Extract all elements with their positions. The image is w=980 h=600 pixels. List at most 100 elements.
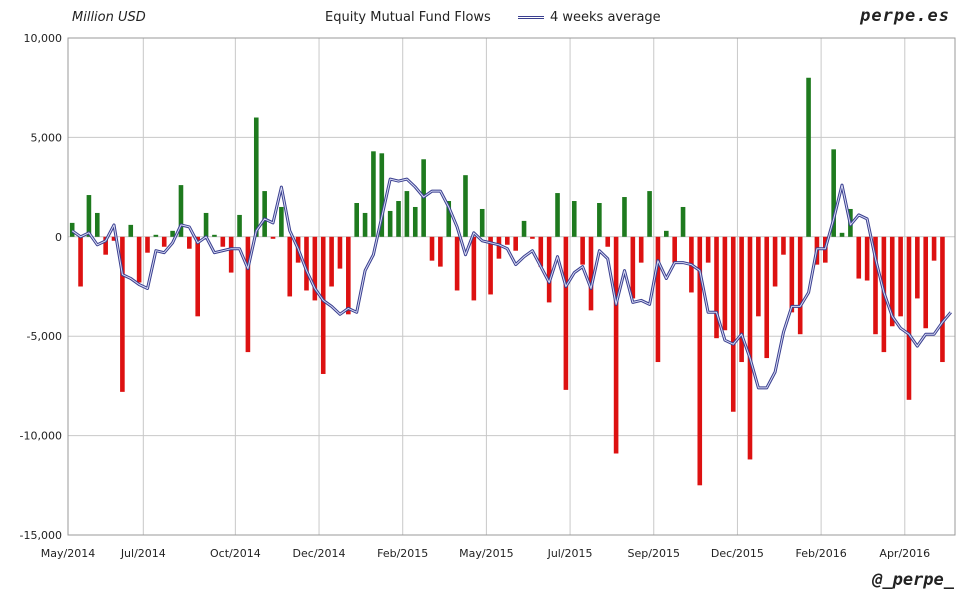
plot-frame xyxy=(67,37,956,536)
x-tick-label: Oct/2014 xyxy=(210,547,261,560)
flow-bar xyxy=(898,236,903,317)
flow-bar xyxy=(454,236,460,291)
flow-bar xyxy=(530,236,535,239)
flow-bar xyxy=(287,236,293,297)
flow-bar xyxy=(638,236,644,263)
flow-bar xyxy=(580,236,585,265)
flow-bar xyxy=(672,236,677,263)
flow-bar xyxy=(203,212,209,237)
flow-bar xyxy=(463,175,468,237)
flow-bar xyxy=(103,236,108,255)
flow-bar xyxy=(69,222,75,237)
flow-bar xyxy=(94,212,100,237)
flow-bar xyxy=(563,236,569,390)
flow-bar xyxy=(655,236,661,363)
flow-bar xyxy=(279,206,284,237)
flow-bar xyxy=(730,236,736,412)
flow-bar xyxy=(337,236,343,269)
flow-bar xyxy=(839,232,845,237)
author-handle: @_perpe_ xyxy=(872,570,954,590)
flow-bar xyxy=(789,236,795,313)
flow-bar xyxy=(622,197,627,237)
flow-bar xyxy=(781,236,786,255)
flow-bar xyxy=(864,236,870,281)
legend-label: 4 weeks average xyxy=(550,10,661,25)
flow-bar xyxy=(220,236,226,247)
flow-bar xyxy=(605,236,611,247)
flow-bar xyxy=(379,153,385,237)
flow-bar xyxy=(772,236,778,287)
flow-bar xyxy=(471,236,477,301)
x-tick-label: Apr/2016 xyxy=(879,547,930,560)
y-axis-unit-label: Million USD xyxy=(72,10,146,25)
x-tick-label: Jul/2015 xyxy=(547,547,593,560)
flow-bar xyxy=(429,236,435,261)
flow-bar xyxy=(438,236,443,267)
flow-bar xyxy=(722,236,728,331)
flow-bar xyxy=(245,236,251,353)
chart-title: Equity Mutual Fund Flows xyxy=(325,10,491,25)
flow-bar xyxy=(304,236,309,291)
flow-bar xyxy=(262,191,267,237)
flow-bar xyxy=(412,206,418,237)
flow-bar xyxy=(906,236,912,400)
grid xyxy=(67,37,955,536)
flow-bar xyxy=(136,236,142,283)
flow-bar xyxy=(170,230,175,237)
x-tick-label: Jul/2014 xyxy=(120,547,166,560)
flow-bar xyxy=(488,236,493,295)
flow-bar xyxy=(396,201,401,237)
flow-bar xyxy=(521,220,527,237)
flow-bar xyxy=(513,236,518,251)
flow-bar xyxy=(873,236,878,335)
flow-bar xyxy=(806,77,811,237)
flow-bar xyxy=(940,236,945,363)
flow-bar xyxy=(664,230,669,237)
flow-bar xyxy=(145,236,150,253)
flow-bar xyxy=(228,236,234,273)
x-tick-label: Feb/2016 xyxy=(796,547,847,560)
legend: 4 weeks average xyxy=(518,10,661,25)
flow-bar xyxy=(764,236,770,359)
flow-bar xyxy=(714,236,719,339)
flow-bar xyxy=(161,236,167,247)
flow-bar xyxy=(555,193,560,237)
flow-bar xyxy=(78,236,83,287)
flow-bar xyxy=(320,236,326,374)
flow-bar xyxy=(747,236,753,460)
average-line-highlight xyxy=(71,178,952,389)
flow-bar xyxy=(538,236,544,267)
flow-bar xyxy=(86,195,92,237)
flow-bar xyxy=(128,224,134,237)
flow-bar xyxy=(178,185,184,237)
flow-bar xyxy=(931,236,937,261)
flow-bar xyxy=(496,236,502,259)
flow-bar xyxy=(362,212,368,237)
flow-bar xyxy=(120,236,125,392)
flow-bar xyxy=(212,234,217,237)
flow-bar xyxy=(479,208,485,237)
flow-bar xyxy=(195,236,201,317)
flow-bar xyxy=(371,151,376,237)
flow-bar xyxy=(446,201,452,237)
flow-bar xyxy=(697,236,703,486)
x-tick-label: Dec/2014 xyxy=(293,547,346,560)
flow-bar xyxy=(588,236,594,311)
flow-bar xyxy=(756,236,761,317)
x-tick-label: Sep/2015 xyxy=(628,547,680,560)
site-watermark: perpe.es xyxy=(860,6,950,26)
flow-bar xyxy=(856,236,862,279)
flow-bar xyxy=(739,236,744,363)
flow-bar xyxy=(705,236,711,263)
average-line xyxy=(71,177,952,390)
flow-bar xyxy=(253,117,259,237)
bar-series xyxy=(69,77,945,486)
flow-bar xyxy=(597,203,602,237)
flow-bar xyxy=(889,236,895,327)
flow-bar xyxy=(346,236,351,315)
y-tick-label: 5,000 xyxy=(31,131,63,144)
flow-bar xyxy=(680,206,686,237)
flow-bar xyxy=(153,234,159,237)
flow-bar xyxy=(237,214,242,237)
flow-bar xyxy=(571,201,577,237)
